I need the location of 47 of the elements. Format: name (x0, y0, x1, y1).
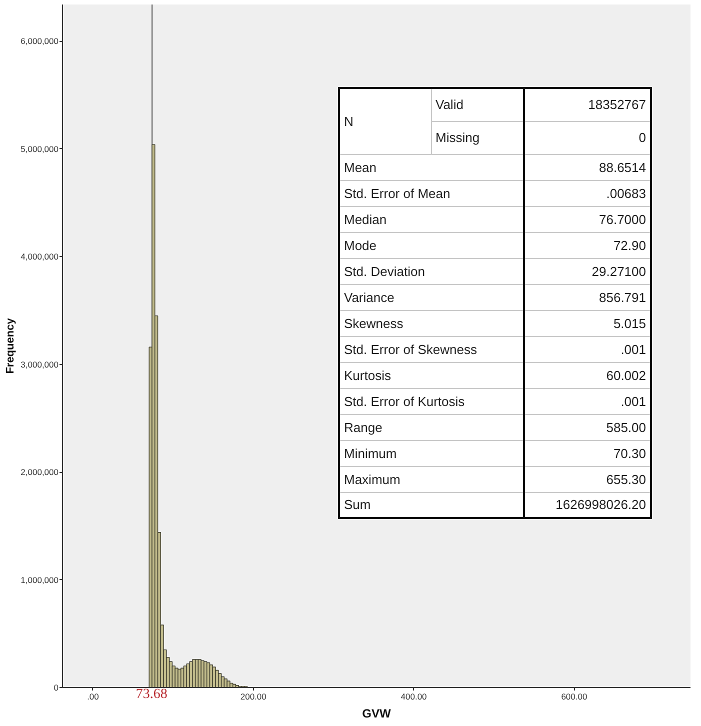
annotation: Missing (431, 121, 524, 154)
annotation: 655.30 (524, 466, 651, 492)
annotation: 88.6514 (524, 154, 651, 180)
annotation: 0 (524, 121, 651, 154)
y-tick-label: 4,000,000 (20, 252, 59, 262)
annotation: 72.90 (524, 232, 651, 258)
annotation: 1626998026.20 (524, 492, 651, 518)
annotation: Valid (431, 88, 524, 121)
annotation: .001 (524, 388, 651, 414)
x-tick-label: .00 (87, 692, 100, 702)
annotation: Maximum (339, 466, 524, 492)
annotation: Mode (339, 232, 524, 258)
annotation: Range (339, 414, 524, 440)
annotation: Std. Error of Kurtosis (339, 388, 524, 414)
annotation: Sum (339, 492, 524, 518)
annotation: N (339, 88, 431, 154)
annotation: .00683 (524, 180, 651, 206)
x-tick-label: 600.00 (561, 692, 588, 702)
annotation: Std. Error of Skewness (339, 336, 524, 362)
y-tick-label: 5,000,000 (20, 144, 59, 154)
annotation: 18352767 (524, 88, 651, 121)
annotation: 76.7000 (524, 206, 651, 232)
annotation: 585.00 (524, 414, 651, 440)
y-tick-label: 3,000,000 (20, 359, 59, 370)
annotation: Skewness (339, 310, 524, 336)
y-tick-label: 6,000,000 (20, 36, 59, 46)
annotation: 60.002 (524, 362, 651, 388)
x-tick-label: 200.00 (240, 692, 267, 702)
x-axis-title: GVW (362, 706, 392, 720)
y-tick-label: 0 (54, 682, 59, 692)
annotation: Std. Deviation (339, 258, 524, 284)
x-tick-label: 400.00 (400, 692, 428, 702)
ref-line-label: 73.68 (136, 687, 168, 702)
annotation: Mean (339, 154, 524, 180)
y-tick-label: 1,000,000 (20, 574, 59, 585)
annotation: Minimum (339, 440, 524, 466)
annotation: Variance (339, 284, 524, 310)
annotation: .001 (524, 336, 651, 362)
annotation: Kurtosis (339, 362, 524, 388)
annotation: 70.30 (524, 440, 651, 466)
annotation: Median (339, 206, 524, 232)
y-axis-title: Frequency (4, 317, 17, 374)
annotation: 5.015 (524, 310, 651, 336)
annotation: 856.791 (524, 284, 651, 310)
annotation: 29.27100 (524, 258, 651, 284)
annotation: Std. Error of Mean (339, 180, 524, 206)
y-tick-label: 2,000,000 (20, 467, 59, 478)
